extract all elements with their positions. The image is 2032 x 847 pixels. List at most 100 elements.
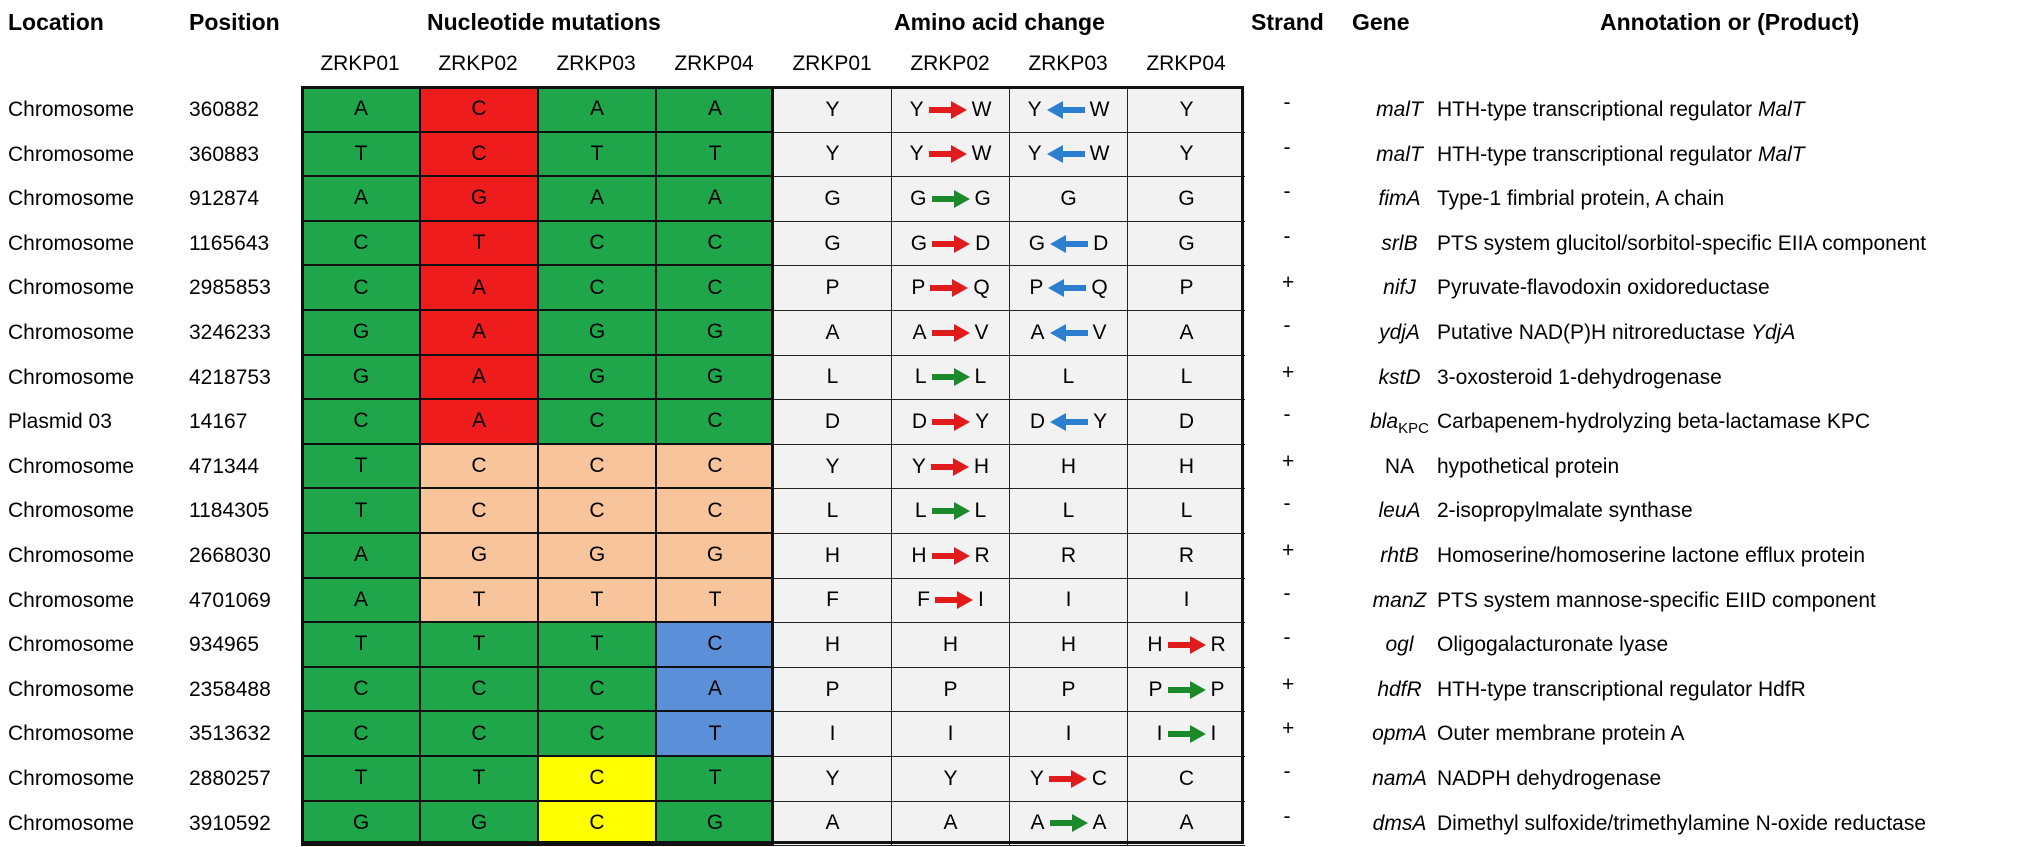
- position-cell: 3513632: [189, 722, 271, 746]
- strand-cell: -: [1283, 91, 1291, 114]
- amino-acid-from: H: [1060, 454, 1077, 478]
- nucleotide-cell: T: [301, 756, 419, 802]
- amino-acid-cell: I: [1009, 578, 1127, 624]
- amino-acid-to: I: [1210, 722, 1217, 746]
- gene-name: leuA: [1378, 499, 1421, 523]
- table-row: Chromosome 360882 A C A A Y Y W Y W Y - malT HTH-type …: [0, 88, 2032, 133]
- amino-acid-cell: Y: [891, 756, 1009, 802]
- table-row: Chromosome 1165643 C T C C G G D G D G - srlB PTS syst…: [0, 221, 2032, 267]
- subheader-aa-strain-3: ZRKP03: [1028, 52, 1108, 75]
- strand-cell: -: [1283, 492, 1291, 516]
- annotation-cell: Putative NAD(P)H nitroreductase YdjA: [1437, 311, 1795, 356]
- position-cell: 14167: [189, 410, 248, 434]
- amino-acid-to: L: [974, 365, 987, 389]
- location-cell: Chromosome: [8, 677, 135, 701]
- amino-acid-from: G: [910, 186, 927, 210]
- annotation-text: PTS system glucitol/sorbitol-specific EI…: [1437, 231, 1927, 255]
- location-cell: Chromosome: [8, 320, 135, 344]
- amino-acid-from: A: [825, 811, 840, 835]
- arrow-right-icon: [928, 145, 967, 164]
- amino-acid-from: H: [1178, 454, 1195, 478]
- amino-acid-from: F: [826, 588, 839, 612]
- nucleotide-cell: C: [537, 489, 655, 534]
- table-row: Chromosome 1184305 T C C C L L L L L - leuA 2-isoprop…: [0, 489, 2032, 534]
- annotation-text: 3-oxosteroid 1-dehydrogenase: [1437, 365, 1722, 389]
- gene-name: opmA: [1372, 722, 1427, 746]
- strand-cell: -: [1283, 180, 1291, 204]
- annotation-italic: YdjA: [1750, 320, 1796, 344]
- arrow-right-icon: [932, 234, 971, 253]
- amino-acid-cell: L: [1127, 489, 1245, 534]
- location-cell: Chromosome: [8, 543, 135, 567]
- table-row: Chromosome 2358488 C C C A P P P P P + hdfR HTH-type …: [0, 667, 2032, 713]
- annotation-cell: HTH-type transcriptional regulator HdfR: [1437, 668, 1806, 713]
- nucleotide-cell: T: [301, 489, 419, 534]
- amino-acid-from: Y: [943, 766, 958, 790]
- annotation-cell: Outer membrane protein A: [1437, 712, 1684, 757]
- arrow-left-icon: [1050, 412, 1089, 431]
- location-cell: Chromosome: [8, 633, 135, 657]
- arrow-right-icon: [932, 412, 971, 431]
- header-annotation: Annotation or (Product): [1600, 9, 1860, 35]
- amino-acid-from: D: [911, 409, 928, 433]
- location-cell: Chromosome: [8, 365, 135, 389]
- arrow-right-icon: [1048, 769, 1087, 788]
- amino-acid-from: Y: [1027, 97, 1042, 121]
- amino-acid-to: Q: [1091, 276, 1108, 300]
- nucleotide-cell: C: [419, 88, 537, 133]
- nucleotide-cell: A: [655, 88, 773, 133]
- amino-acid-to: R: [1210, 632, 1226, 656]
- amino-acid-cell: G: [773, 177, 891, 222]
- amino-acid-cell: P: [1009, 667, 1127, 713]
- amino-acid-from: A: [1179, 320, 1194, 344]
- amino-acid-from: G: [824, 231, 841, 255]
- nucleotide-cell: C: [419, 489, 537, 534]
- amino-acid-from: I: [829, 722, 836, 746]
- amino-acid-cell: L: [773, 489, 891, 534]
- arrow-left-icon: [1049, 323, 1088, 342]
- subheader-nt-strain-4: ZRKP04: [674, 52, 754, 75]
- arrow-left-icon: [1050, 234, 1089, 253]
- nucleotide-cell: T: [301, 623, 419, 668]
- amino-acid-from: G: [910, 231, 928, 255]
- arrow-right-icon: [931, 502, 970, 521]
- gene-cell: ogl: [1352, 623, 1447, 668]
- strand-cell: +: [1282, 717, 1295, 741]
- amino-acid-cell: Y: [1127, 88, 1245, 133]
- annotation-cell: hypothetical protein: [1437, 445, 1619, 490]
- location-cell: Chromosome: [8, 766, 135, 790]
- amino-acid-cell: L: [1009, 355, 1127, 401]
- amino-acid-cell: D: [773, 400, 891, 445]
- strand-cell: -: [1283, 759, 1291, 783]
- annotation-cell: Pyruvate-flavodoxin oxidoreductase: [1437, 266, 1770, 311]
- amino-acid-from: Y: [825, 97, 840, 121]
- amino-acid-cell: L: [773, 355, 891, 401]
- nucleotide-cell: G: [419, 177, 537, 222]
- nucleotide-cell: C: [301, 266, 419, 311]
- amino-acid-cell: A: [1127, 801, 1245, 847]
- annotation-cell: Carbapenem-hydrolyzing beta-lactamase KP…: [1437, 400, 1870, 445]
- amino-acid-to: L: [974, 499, 987, 523]
- amino-acid-from: Y: [1179, 142, 1194, 166]
- amino-acid-cell: L: [1127, 355, 1245, 401]
- annotation-text: HTH-type transcriptional regulator: [1437, 98, 1758, 121]
- position-cell: 360882: [189, 98, 260, 121]
- arrow-right-icon: [931, 189, 970, 208]
- nucleotide-cell: G: [301, 355, 419, 401]
- annotation-text: PTS system mannose-specific EIID compone…: [1437, 588, 1876, 612]
- amino-acid-from: H: [942, 632, 959, 656]
- amino-acid-from: L: [1180, 365, 1193, 389]
- subheader-aa-strain-2: ZRKP02: [910, 52, 990, 75]
- position-cell: 934965: [189, 633, 260, 657]
- location-cell: Chromosome: [8, 454, 135, 478]
- gene-name: kstD: [1378, 365, 1421, 389]
- nucleotide-cell: T: [537, 623, 655, 668]
- header-nucleotide-mutations: Nucleotide mutations: [427, 9, 661, 35]
